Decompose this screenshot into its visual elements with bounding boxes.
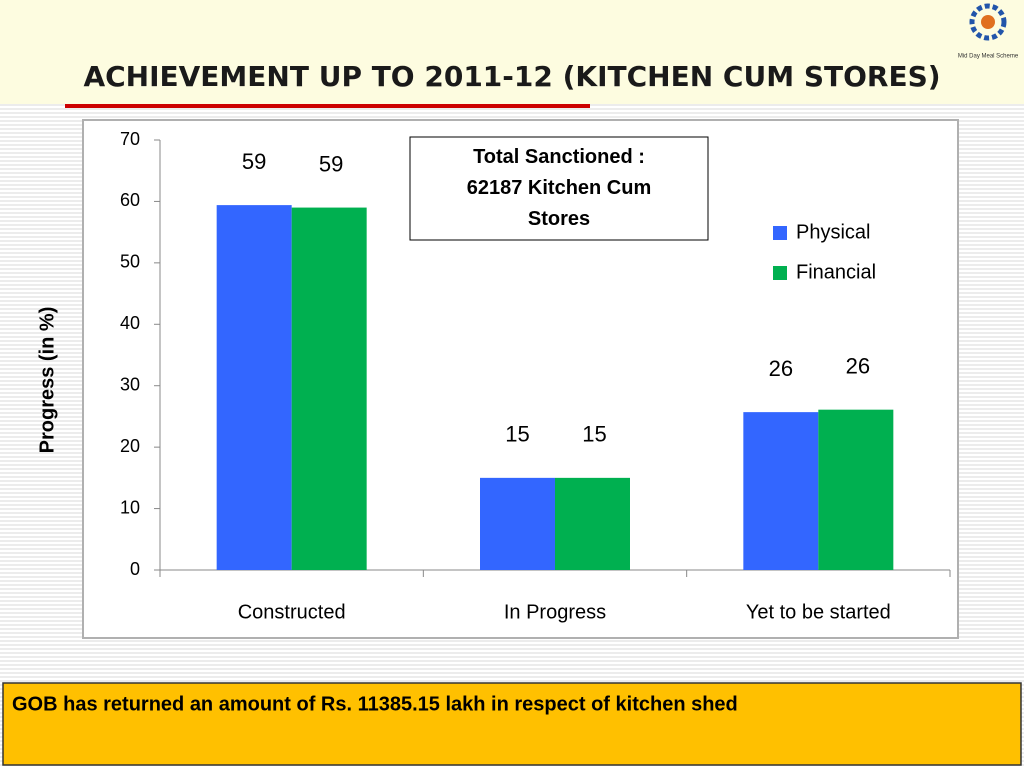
data-label: 59 [319,151,343,176]
data-label: 15 [505,422,529,447]
bar [480,477,555,570]
annotation-box [409,136,709,241]
logo: Mid Day Meal Scheme [958,3,1019,60]
legend-label: Physical [796,221,870,243]
data-label: 15 [582,422,606,447]
data-label: 26 [769,356,793,381]
chart-title: ACHIEVEMENT UP TO 2011-12 (KITCHEN CUM S… [83,60,940,93]
logo-ring [969,3,1007,41]
legend-label: Financial [796,261,876,283]
annotation: Total Sanctioned :62187 Kitchen Cum Store… [467,146,652,230]
bar [818,409,894,570]
logo-center [981,15,995,29]
y-tick-label: 10 [120,497,140,517]
y-tick-label: 0 [130,559,140,579]
y-tick-label: 40 [120,313,140,333]
x-tick-label: Yet to be started [746,601,891,623]
data-label: 59 [242,149,266,174]
footer-box [2,682,1022,766]
bar [555,477,630,570]
legend-swatch [773,226,787,240]
logo-text: Mid Day Meal Scheme [958,54,1019,60]
legend-swatch [773,266,787,280]
y-tick-label: 60 [120,190,140,210]
y-tick-label: 20 [120,436,140,456]
x-tick-label: Constructed [238,601,346,623]
footer-text: GOB has returned an amount of Rs. 11385.… [12,693,738,715]
bar [743,412,819,570]
x-tick-label: In Progress [504,601,606,623]
y-tick-label: 70 [120,129,140,149]
bar [291,207,367,571]
y-tick-label: 50 [120,252,140,272]
data-label: 26 [846,353,870,378]
header-band [0,0,1024,104]
bar [216,205,292,570]
y-tick-label: 30 [120,374,140,394]
y-axis-label: Progress (in %) [36,307,58,454]
